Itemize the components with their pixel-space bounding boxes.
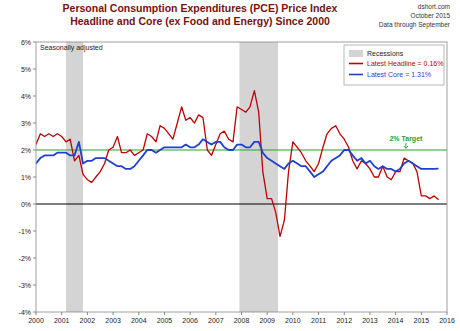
baseline — [36, 203, 447, 204]
plot-area — [36, 42, 447, 312]
x-tick — [113, 312, 114, 315]
y-tick — [33, 69, 36, 70]
x-tick-label: 2009 — [259, 317, 275, 324]
x-tick-label: 2011 — [311, 317, 326, 324]
x-tick — [138, 312, 139, 315]
chart: Personal Consumption Expenditures (PCE) … — [0, 0, 460, 331]
x-tick — [190, 312, 191, 315]
plot-frame — [36, 42, 447, 312]
x-tick — [87, 312, 88, 315]
y-tick-label: 5% — [21, 66, 31, 73]
x-tick-label: 2010 — [285, 317, 301, 324]
y-tick — [33, 204, 36, 205]
y-tick-label: 0% — [21, 201, 31, 208]
x-tick — [318, 312, 319, 315]
y-tick-label: 1% — [21, 174, 31, 181]
recession-band — [239, 42, 278, 312]
y-tick — [33, 150, 36, 151]
y-tick-label: 2% — [21, 147, 31, 154]
target-line — [36, 149, 447, 150]
x-tick-label: 2015 — [414, 317, 430, 324]
x-tick — [369, 312, 370, 315]
x-tick-label: 2012 — [336, 317, 352, 324]
x-tick — [215, 312, 216, 315]
x-tick — [241, 312, 242, 315]
source: dshort.com — [418, 3, 450, 10]
legend-label: Recessions — [367, 50, 404, 57]
x-tick-label: 2016 — [439, 317, 455, 324]
x-tick-label: 2013 — [362, 317, 378, 324]
legend-swatch — [349, 50, 363, 57]
x-tick-label: 2002 — [80, 317, 96, 324]
y-tick-label: -2% — [19, 255, 31, 262]
target-arrow — [404, 143, 408, 149]
y-tick-label: -1% — [19, 228, 31, 235]
legend: Recessions Latest Headline = 0.16% Latest … — [344, 45, 444, 85]
x-tick — [447, 312, 448, 315]
legend-swatch — [349, 63, 363, 65]
x-tick-label: 2007 — [208, 317, 224, 324]
y-tick — [33, 177, 36, 178]
note: Seasonally adjusted — [40, 44, 103, 52]
x-tick — [267, 312, 268, 315]
y-tick — [33, 285, 36, 286]
x-tick — [164, 312, 165, 315]
x-tick — [421, 312, 422, 315]
legend-label: Latest Headline = 0.16% — [367, 60, 443, 67]
x-tick — [344, 312, 345, 315]
legend-label: Latest Core = 1.31% — [367, 71, 431, 78]
y-tick — [33, 123, 36, 124]
x-tick-label: 2003 — [105, 317, 121, 324]
y-tick-label: 3% — [21, 120, 31, 127]
x-tick-label: 2000 — [28, 317, 44, 324]
y-tick — [33, 258, 36, 259]
x-tick-label: 2005 — [157, 317, 173, 324]
x-tick-label: 2008 — [234, 317, 250, 324]
plot-marks — [36, 42, 447, 312]
title: Personal Consumption Expenditures (PCE) … — [63, 2, 338, 14]
subtitle: Headline and Core (ex Food and Energy) S… — [70, 15, 330, 27]
y-tick-label: -4% — [19, 309, 31, 316]
y-tick-label: 6% — [21, 39, 31, 46]
series-line — [36, 91, 439, 237]
release: October 2015 — [411, 12, 451, 19]
y-tick-label: 4% — [21, 93, 31, 100]
x-tick-label: 2004 — [131, 317, 147, 324]
series-line — [36, 139, 439, 177]
x-tick — [395, 312, 396, 315]
data-through: Data through September — [379, 21, 451, 29]
legend-swatch — [349, 74, 363, 76]
y-tick — [33, 96, 36, 97]
x-tick-label: 2014 — [388, 317, 404, 324]
x-tick-label: 2006 — [182, 317, 198, 324]
x-tick — [36, 312, 37, 315]
target-label: 2% Target — [389, 135, 423, 143]
legend-box — [344, 45, 444, 85]
y-tick — [33, 231, 36, 232]
y-tick — [33, 42, 36, 43]
x-tick-label: 2001 — [54, 317, 70, 324]
recession-band — [66, 42, 83, 312]
x-tick — [292, 312, 293, 315]
x-tick — [61, 312, 62, 315]
y-tick-label: -3% — [19, 282, 31, 289]
